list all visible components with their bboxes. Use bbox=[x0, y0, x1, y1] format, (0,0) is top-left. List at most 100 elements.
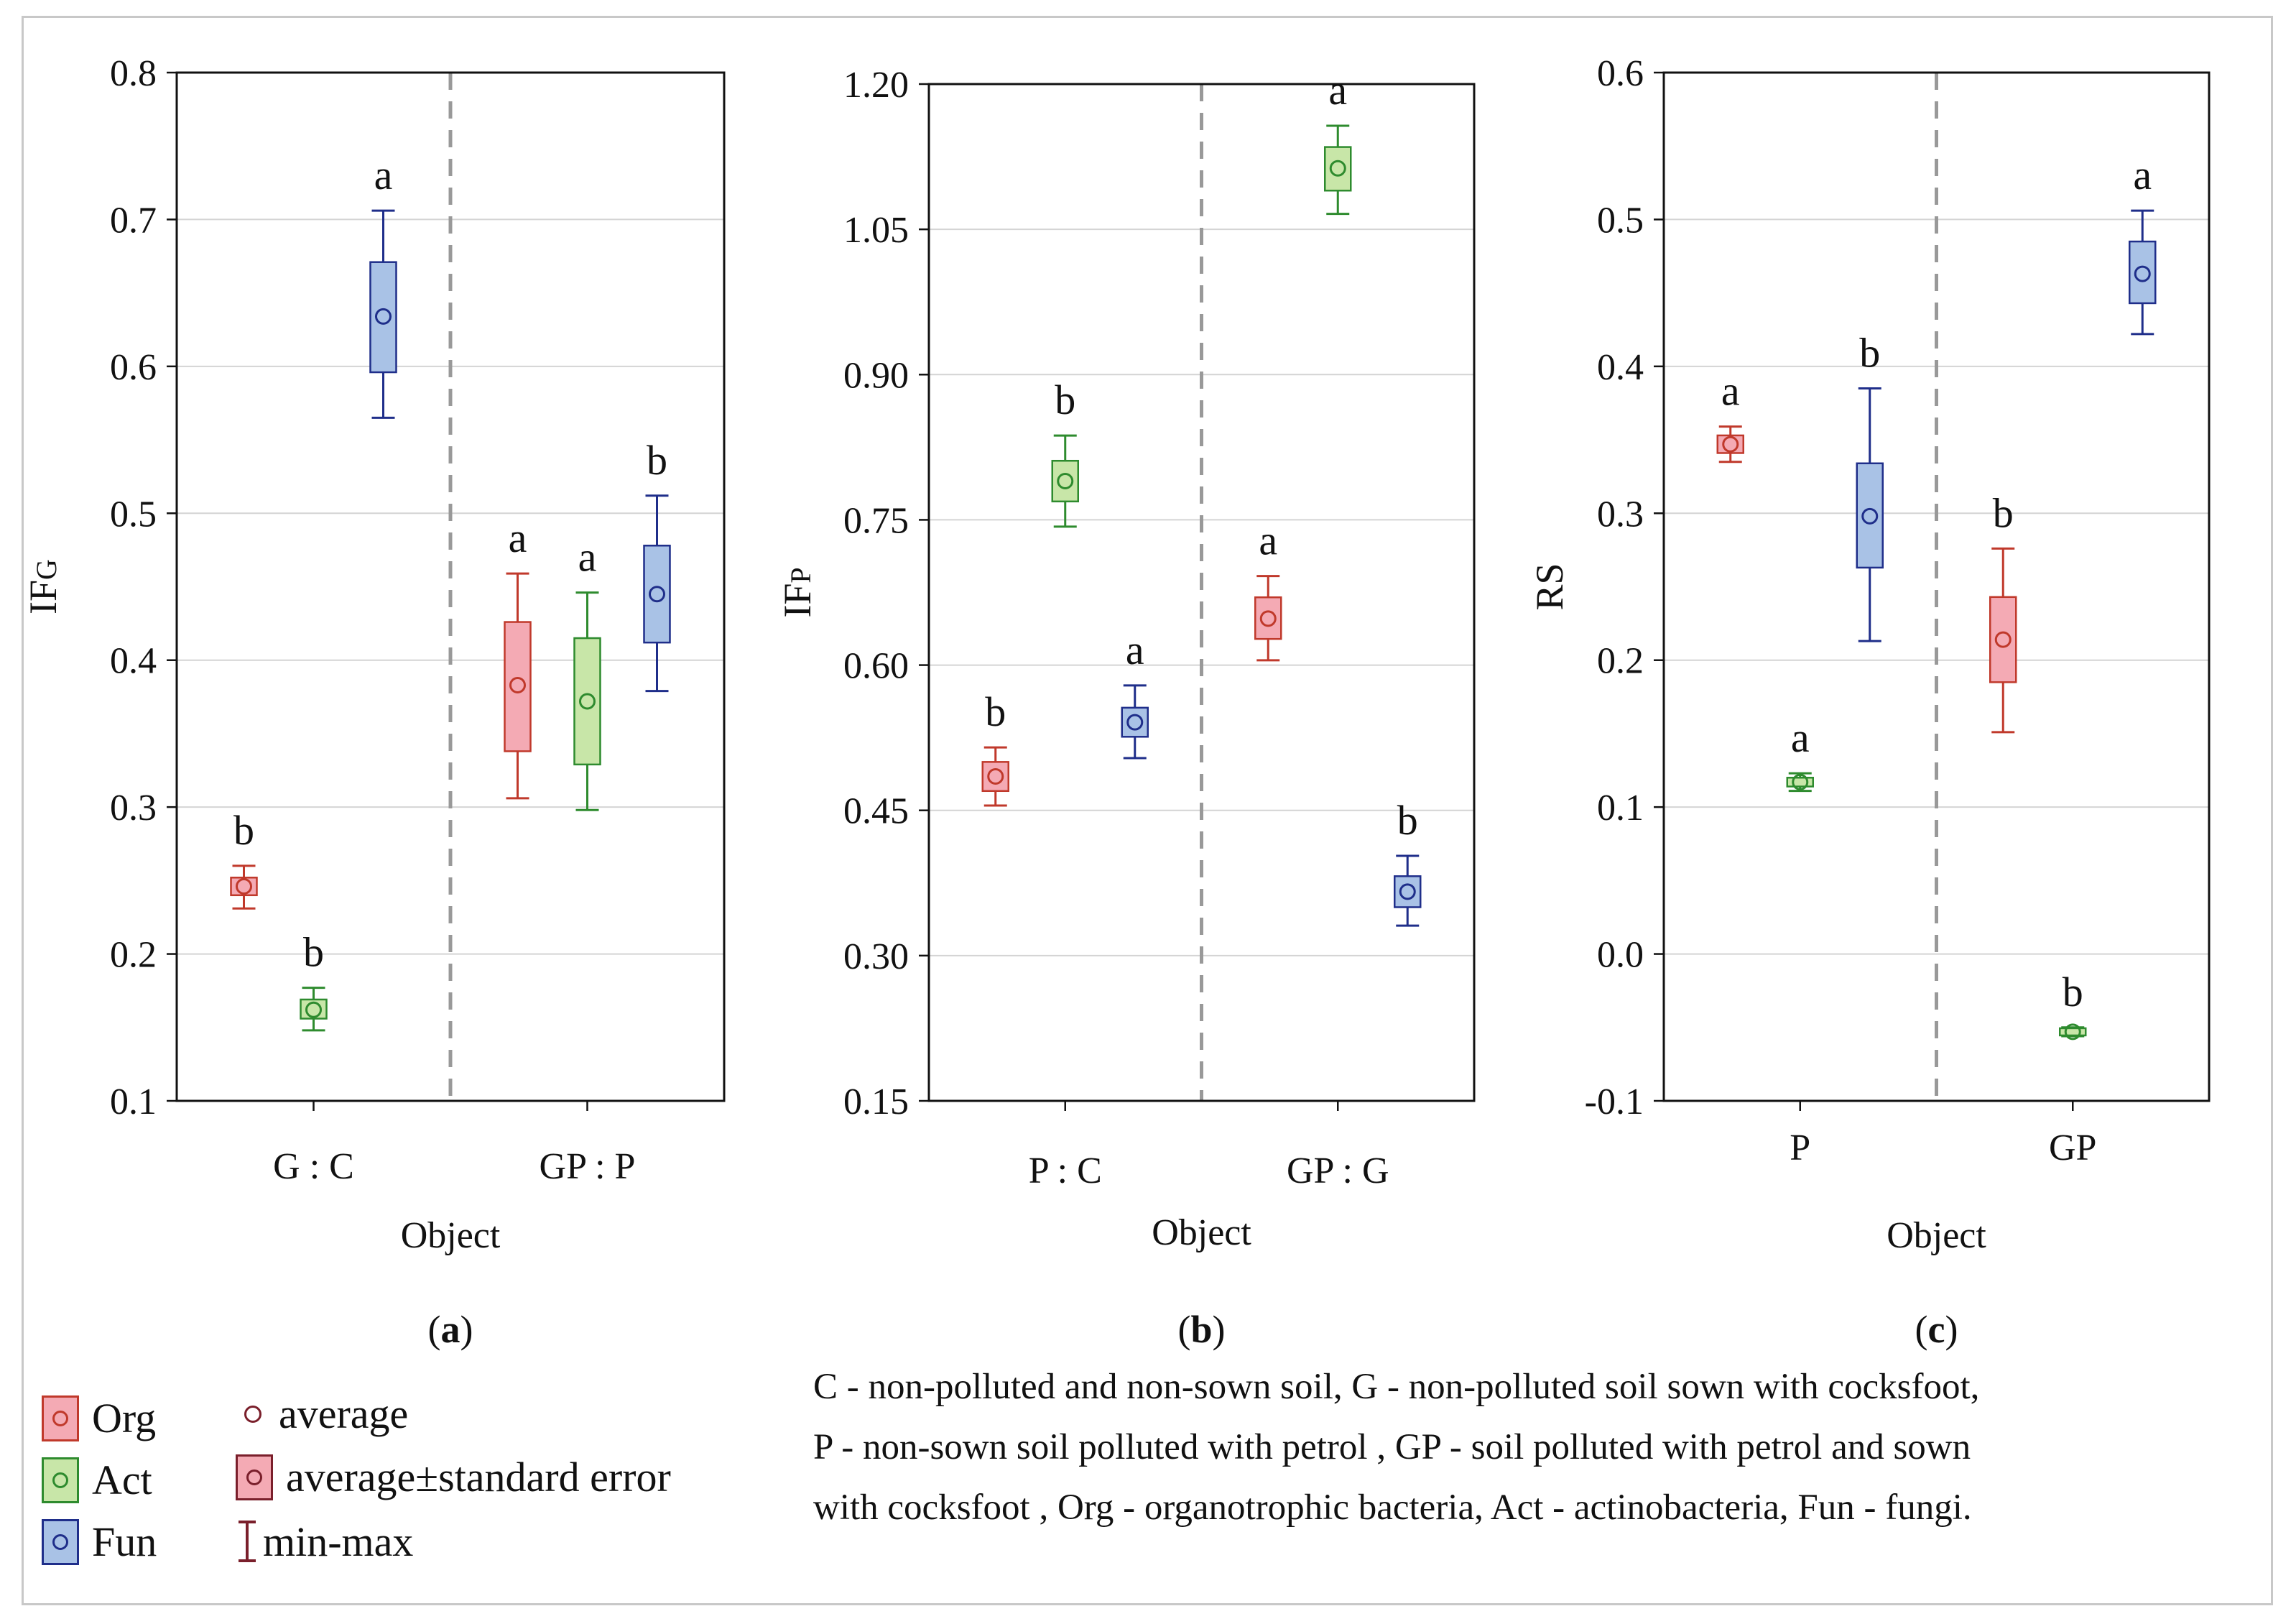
box-act-1: a bbox=[1786, 714, 1814, 793]
significance-letter: b bbox=[1993, 489, 2014, 536]
se-box bbox=[1394, 875, 1422, 908]
se-box bbox=[1786, 777, 1814, 788]
y-tick-label: 0.1 bbox=[110, 1081, 157, 1122]
legend-swatch-org bbox=[42, 1395, 79, 1441]
box-org-2: b bbox=[1989, 489, 2017, 734]
mean-marker bbox=[509, 676, 526, 693]
se-box bbox=[504, 621, 532, 752]
se-box bbox=[981, 761, 1009, 793]
box-fun-2: b bbox=[1394, 797, 1422, 927]
se-box bbox=[1051, 459, 1079, 503]
mean-marker bbox=[649, 586, 665, 603]
significance-letter: b bbox=[233, 807, 254, 854]
box-fun-2: b bbox=[643, 437, 671, 693]
x-category-label: GP : P bbox=[540, 1146, 636, 1187]
plot-frame bbox=[1662, 71, 2211, 1102]
y-axis-label: IFG bbox=[22, 559, 65, 614]
y-tick-label: 1.20 bbox=[843, 65, 909, 106]
box-org-2: a bbox=[504, 515, 532, 800]
y-tick-label: 0.15 bbox=[843, 1081, 909, 1122]
se-box bbox=[1324, 146, 1352, 192]
mean-marker bbox=[1399, 883, 1416, 900]
y-axis-label: IFP bbox=[776, 567, 819, 617]
chart-panel-1: 0.1 0.2 0.3 0.4 0.5 0.6 0.7 0.8 G : C GP : P b a b a a… bbox=[22, 53, 726, 1351]
footnote: C - non-polluted and non-sown soil, G - … bbox=[813, 1367, 1980, 1528]
significance-letter: a bbox=[1791, 714, 1810, 761]
panel-label: (c) bbox=[1915, 1308, 1958, 1351]
se-box bbox=[1121, 706, 1149, 738]
mean-marker bbox=[305, 1001, 322, 1018]
y-tick-label: 0.2 bbox=[110, 935, 157, 976]
legend-label-minmax: min-max bbox=[263, 1518, 414, 1565]
legend-label-fun: Fun bbox=[92, 1518, 157, 1565]
se-box bbox=[1989, 596, 2017, 683]
se-box bbox=[1254, 596, 1282, 640]
y-tick-label: 0.30 bbox=[843, 936, 909, 977]
x-axis-label: Object bbox=[401, 1215, 501, 1256]
box-org-1: a bbox=[1716, 368, 1744, 463]
avg-se-box-icon bbox=[236, 1454, 273, 1500]
significance-letter: a bbox=[1721, 368, 1740, 415]
box-org-1: b bbox=[981, 688, 1009, 807]
y-tick-label: 0.4 bbox=[1597, 347, 1644, 388]
mean-marker bbox=[236, 878, 252, 895]
mean-marker bbox=[579, 693, 596, 710]
y-tick-label: 0.8 bbox=[110, 53, 157, 94]
mean-marker bbox=[375, 308, 392, 325]
y-tick-label: 0.6 bbox=[1597, 53, 1644, 94]
x-category-label: P : C bbox=[1029, 1150, 1102, 1191]
se-box bbox=[1716, 434, 1744, 454]
mean-marker bbox=[1057, 473, 1074, 490]
x-axis-label: Object bbox=[1887, 1215, 1986, 1256]
box-org-2: a bbox=[1254, 517, 1282, 662]
significance-letter: b bbox=[1055, 377, 1075, 423]
average-marker-icon bbox=[244, 1405, 261, 1423]
x-category-label: GP : G bbox=[1287, 1150, 1389, 1191]
legend-item-minmax: min-max bbox=[234, 1518, 413, 1566]
y-tick-label: 0.60 bbox=[843, 646, 909, 687]
y-axis-label: RS bbox=[1528, 563, 1571, 610]
y-tick-label: 1.05 bbox=[843, 210, 909, 251]
se-box bbox=[643, 545, 671, 644]
mean-marker bbox=[1329, 160, 1346, 177]
mean-marker bbox=[1861, 507, 1879, 525]
panel-label: (b) bbox=[1177, 1308, 1225, 1351]
significance-letter: b bbox=[2063, 969, 2083, 1015]
significance-letter: a bbox=[1126, 627, 1144, 673]
legend-label-org: Org bbox=[92, 1395, 157, 1441]
mean-marker bbox=[987, 768, 1004, 785]
legend-item-fun: Fun bbox=[42, 1518, 157, 1566]
y-tick-label: 0.6 bbox=[110, 347, 157, 388]
box-act-2: a bbox=[1324, 67, 1352, 216]
box-act-2: b bbox=[2059, 969, 2087, 1041]
y-tick-label: 0.90 bbox=[843, 355, 909, 396]
se-box bbox=[1856, 462, 1884, 569]
mean-marker bbox=[1994, 631, 2012, 648]
legend-item-act: Act bbox=[42, 1456, 152, 1504]
box-fun-1: a bbox=[369, 152, 397, 419]
box-fun-1: b bbox=[1856, 330, 1884, 642]
y-tick-label: 0.1 bbox=[1597, 788, 1644, 829]
box-fun-2: a bbox=[2129, 152, 2157, 336]
box-act-1: b bbox=[300, 929, 328, 1032]
x-category-label: GP bbox=[2049, 1127, 2096, 1168]
mean-marker bbox=[1792, 773, 1809, 790]
se-box bbox=[2129, 240, 2157, 305]
box-org-1: b bbox=[230, 807, 258, 910]
significance-letter: b bbox=[985, 688, 1006, 735]
mean-marker bbox=[1259, 610, 1277, 627]
legend-swatch-act bbox=[42, 1457, 79, 1503]
y-tick-label: 0.45 bbox=[843, 791, 909, 832]
y-tick-label: 0.3 bbox=[1597, 494, 1644, 535]
significance-letter: b bbox=[1859, 330, 1880, 377]
box-fun-1: a bbox=[1121, 627, 1149, 760]
significance-letter: b bbox=[647, 437, 667, 484]
legend-label-avg-se: average±standard error bbox=[286, 1454, 671, 1500]
panel-label: (a) bbox=[428, 1308, 473, 1351]
box-act-1: b bbox=[1051, 377, 1079, 528]
x-category-label: P bbox=[1790, 1127, 1810, 1168]
legend-item-org: Org bbox=[42, 1394, 156, 1442]
y-tick-label: 0.2 bbox=[1597, 641, 1644, 682]
y-tick-label: 0.3 bbox=[110, 788, 157, 829]
